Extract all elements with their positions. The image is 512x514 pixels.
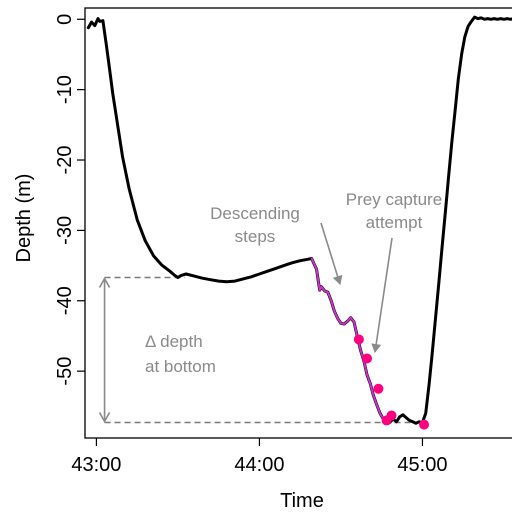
y-tick-label-3: -30: [54, 216, 76, 245]
prey-annotation-line2: attempt: [366, 213, 423, 232]
depth-annotation-line2: at bottom: [145, 357, 216, 376]
y-tick-label-1: -10: [54, 75, 76, 104]
prey-capture-point-1: [362, 353, 373, 364]
prey-capture-point-5: [419, 419, 430, 430]
prey-arrow: [371, 237, 393, 353]
y-tick-label-2: -20: [54, 146, 76, 175]
reference-lines: [98, 276, 423, 424]
y-tick-label-4: -40: [54, 286, 76, 315]
series-lines: [86, 15, 512, 425]
prey-capture-point-0: [353, 334, 364, 345]
x-tick-label-1: 44:00: [234, 454, 284, 476]
steps-annotation-line1: Descending: [210, 204, 300, 223]
x-tick-label-2: 45:00: [397, 454, 447, 476]
series-line-descending-steps: [310, 257, 391, 425]
steps-annotation-line2: steps: [235, 227, 276, 246]
plot-frame: [84, 7, 512, 439]
x-tick-label-0: 43:00: [71, 454, 121, 476]
x-axis-ticks: 43:00 44:00 45:00: [71, 438, 447, 476]
y-tick-label-5: -50: [54, 357, 76, 386]
y-tick-label-0: 0: [54, 14, 76, 25]
prey-annotation-line1: Prey capture: [346, 190, 442, 209]
steps-arrow: [320, 222, 343, 285]
depth-arrow-head-top: [98, 276, 111, 288]
prey-capture-point-4: [386, 410, 397, 421]
depth-annotation-line1: Δ depth: [145, 332, 203, 351]
depth-arrow-head-bottom: [98, 412, 111, 424]
prey-capture-points: [353, 334, 430, 430]
prey-capture-point-2: [373, 383, 384, 394]
x-axis-label: Time: [280, 490, 324, 512]
y-axis-label: Depth (m): [13, 174, 35, 263]
y-axis-ticks: 0 -10 -20 -30 -40 -50: [54, 14, 85, 386]
